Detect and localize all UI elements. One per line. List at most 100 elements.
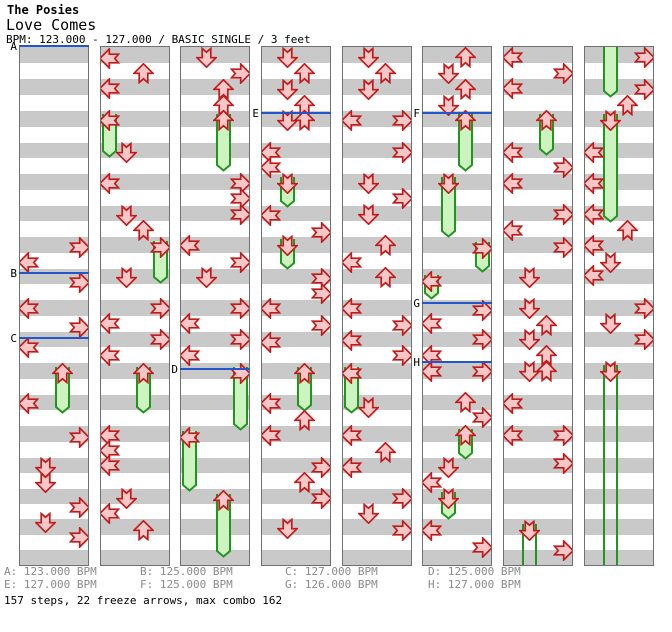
arrow-left — [262, 296, 282, 320]
arrow-down — [356, 172, 381, 194]
beat-stripe — [262, 489, 330, 505]
arrow-left — [181, 343, 201, 367]
arrow-down — [356, 47, 381, 68]
freeze-bar-l — [182, 431, 197, 492]
arrow-down — [114, 266, 139, 288]
beat-stripe — [343, 394, 411, 411]
footer-bpm-entry: E: 127.000 BPM — [4, 578, 97, 591]
chart-column-2 — [100, 46, 170, 566]
arrow-down — [194, 266, 219, 288]
arrow-left — [262, 423, 282, 447]
arrow-up — [292, 471, 317, 493]
arrow-down — [517, 519, 542, 541]
arrow-left — [20, 250, 40, 274]
arrow-up — [131, 62, 156, 84]
beat-stripe — [585, 79, 653, 95]
arrow-left — [423, 269, 443, 293]
arrow-left — [504, 47, 524, 69]
beat-stripe — [585, 394, 653, 411]
arrow-up — [131, 362, 156, 384]
beat-stripe — [585, 489, 653, 505]
bpm-change-label-a: A — [10, 40, 17, 53]
beat-stripe — [423, 174, 491, 190]
artist-name: The Posies — [7, 3, 80, 17]
chart-column-8 — [584, 46, 654, 566]
arrow-left — [101, 453, 121, 477]
arrow-down — [114, 487, 139, 509]
arrow-up — [615, 94, 640, 116]
arrow-right — [471, 327, 491, 351]
arrow-left — [585, 202, 605, 226]
arrow-down — [436, 94, 461, 116]
arrow-left — [181, 233, 201, 257]
arrow-down — [33, 511, 58, 533]
arrow-up — [211, 489, 236, 511]
beat-stripe — [585, 519, 653, 535]
arrow-right — [552, 61, 572, 85]
arrow-up — [534, 109, 559, 131]
bpm-change-line-b — [19, 272, 89, 274]
arrow-down — [598, 109, 623, 131]
footer-bpm-entry: G: 126.000 BPM — [285, 578, 378, 591]
arrow-left — [101, 343, 121, 367]
arrow-left — [101, 76, 121, 100]
arrow-down — [356, 502, 381, 524]
arrow-left — [101, 108, 121, 132]
arrow-up — [534, 360, 559, 382]
arrow-right — [552, 235, 572, 259]
beat-stripe — [343, 363, 411, 379]
arrow-right — [229, 61, 249, 85]
arrow-left — [262, 391, 282, 415]
arrow-left — [101, 171, 121, 195]
arrow-right — [633, 327, 653, 351]
arrow-down — [436, 487, 461, 509]
beat-stripe — [504, 142, 572, 159]
beat-stripe — [181, 426, 249, 442]
arrow-up — [373, 234, 398, 256]
arrow-right — [229, 202, 249, 226]
arrow-right — [633, 47, 653, 69]
footer-bpm-entry: F: 125.000 BPM — [140, 578, 233, 591]
arrow-up — [453, 391, 478, 413]
arrow-right — [149, 327, 169, 351]
arrow-down — [517, 297, 542, 319]
arrow-left — [181, 425, 201, 449]
beat-stripe — [585, 142, 653, 159]
arrow-left — [101, 501, 121, 525]
arrow-left — [181, 311, 201, 335]
freeze-bar-d — [603, 365, 618, 565]
arrow-right — [68, 270, 88, 294]
chart-summary: 157 steps, 22 freeze arrows, max combo 1… — [4, 594, 283, 607]
beat-stripe — [181, 519, 249, 535]
arrow-left — [504, 140, 524, 164]
freeze-bar-d — [603, 114, 618, 223]
arrow-right — [149, 296, 169, 320]
beat-stripe — [262, 457, 330, 474]
beat-stripe — [262, 549, 330, 565]
bpm-change-line-f — [422, 112, 492, 114]
arrow-left — [262, 155, 282, 179]
arrow-right — [471, 405, 491, 429]
arrow-right — [471, 359, 491, 383]
footer-bpm-entry: C: 127.000 BPM — [285, 565, 378, 578]
footer-bpm-entry: H: 127.000 BPM — [428, 578, 521, 591]
bpm-change-line-d — [180, 368, 250, 370]
arrow-left — [343, 328, 363, 352]
footer-bpm-entry: A: 123.000 BPM — [4, 565, 97, 578]
beat-stripe — [343, 519, 411, 535]
arrow-left — [20, 335, 40, 359]
bpm-change-label-f: F — [413, 107, 420, 120]
arrow-right — [310, 455, 330, 479]
arrow-down — [436, 172, 461, 194]
beat-stripe — [20, 489, 88, 505]
beat-stripe — [101, 394, 169, 411]
arrow-up — [131, 219, 156, 241]
arrow-left — [423, 311, 443, 335]
arrow-left — [343, 250, 363, 274]
beat-stripe — [343, 549, 411, 565]
arrow-up — [211, 109, 236, 131]
bpm-change-line-a — [19, 45, 89, 47]
arrow-right — [391, 343, 411, 367]
beat-stripe — [20, 142, 88, 159]
